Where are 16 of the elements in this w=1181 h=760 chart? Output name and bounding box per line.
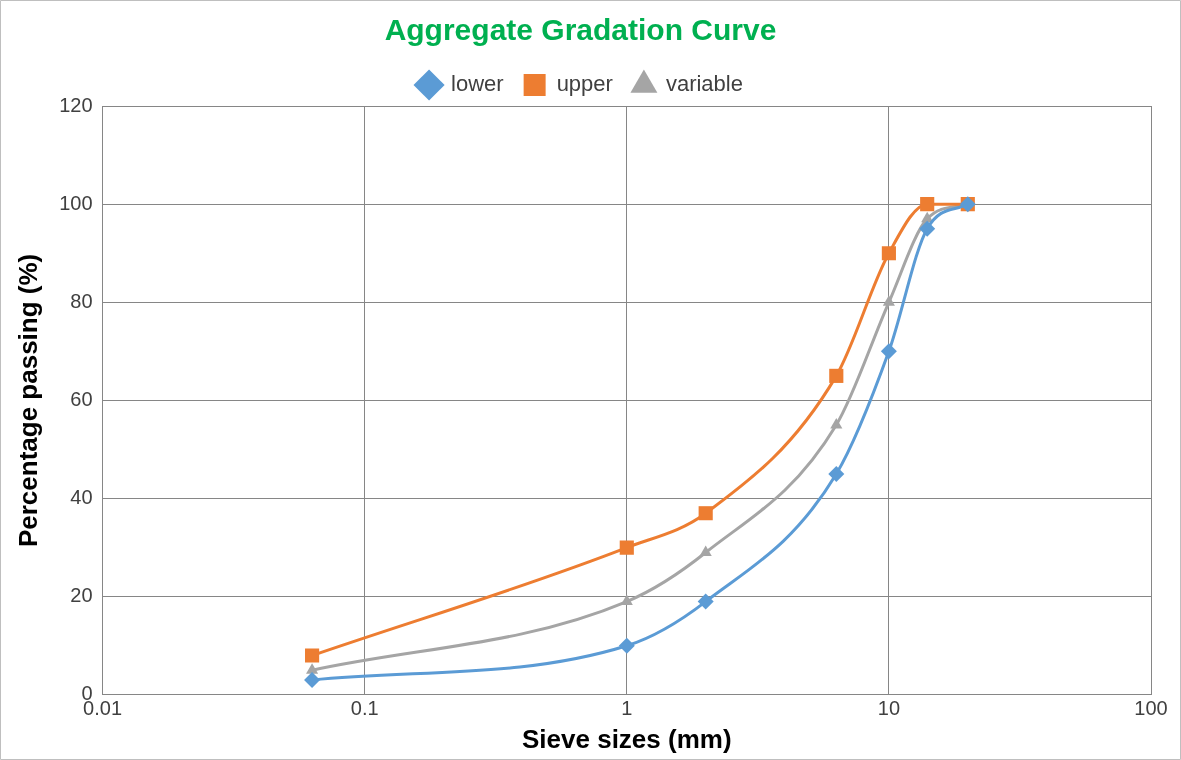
y-tick-label: 100 xyxy=(59,191,93,214)
legend-label: lower xyxy=(451,71,504,97)
x-tick-label: 10 xyxy=(877,697,901,720)
y-tick-label: 20 xyxy=(70,584,93,607)
y-tick-label: 40 xyxy=(70,486,93,509)
y-tick-label: 80 xyxy=(70,289,93,312)
x-tick-label: 0.1 xyxy=(350,697,379,720)
chart-title: Aggregate Gradation Curve xyxy=(384,13,777,47)
x-axis-title: Sieve sizes (mm) xyxy=(522,723,732,754)
legend-label: upper xyxy=(556,71,613,97)
y-tick-label: 60 xyxy=(70,387,93,410)
y-axis-title: Percentage passing (%) xyxy=(12,253,43,548)
legend-label: variable xyxy=(665,71,743,97)
y-tick-label: 120 xyxy=(59,93,93,116)
x-tick-label: 100 xyxy=(1134,697,1168,720)
x-tick-label: 1 xyxy=(621,697,633,720)
